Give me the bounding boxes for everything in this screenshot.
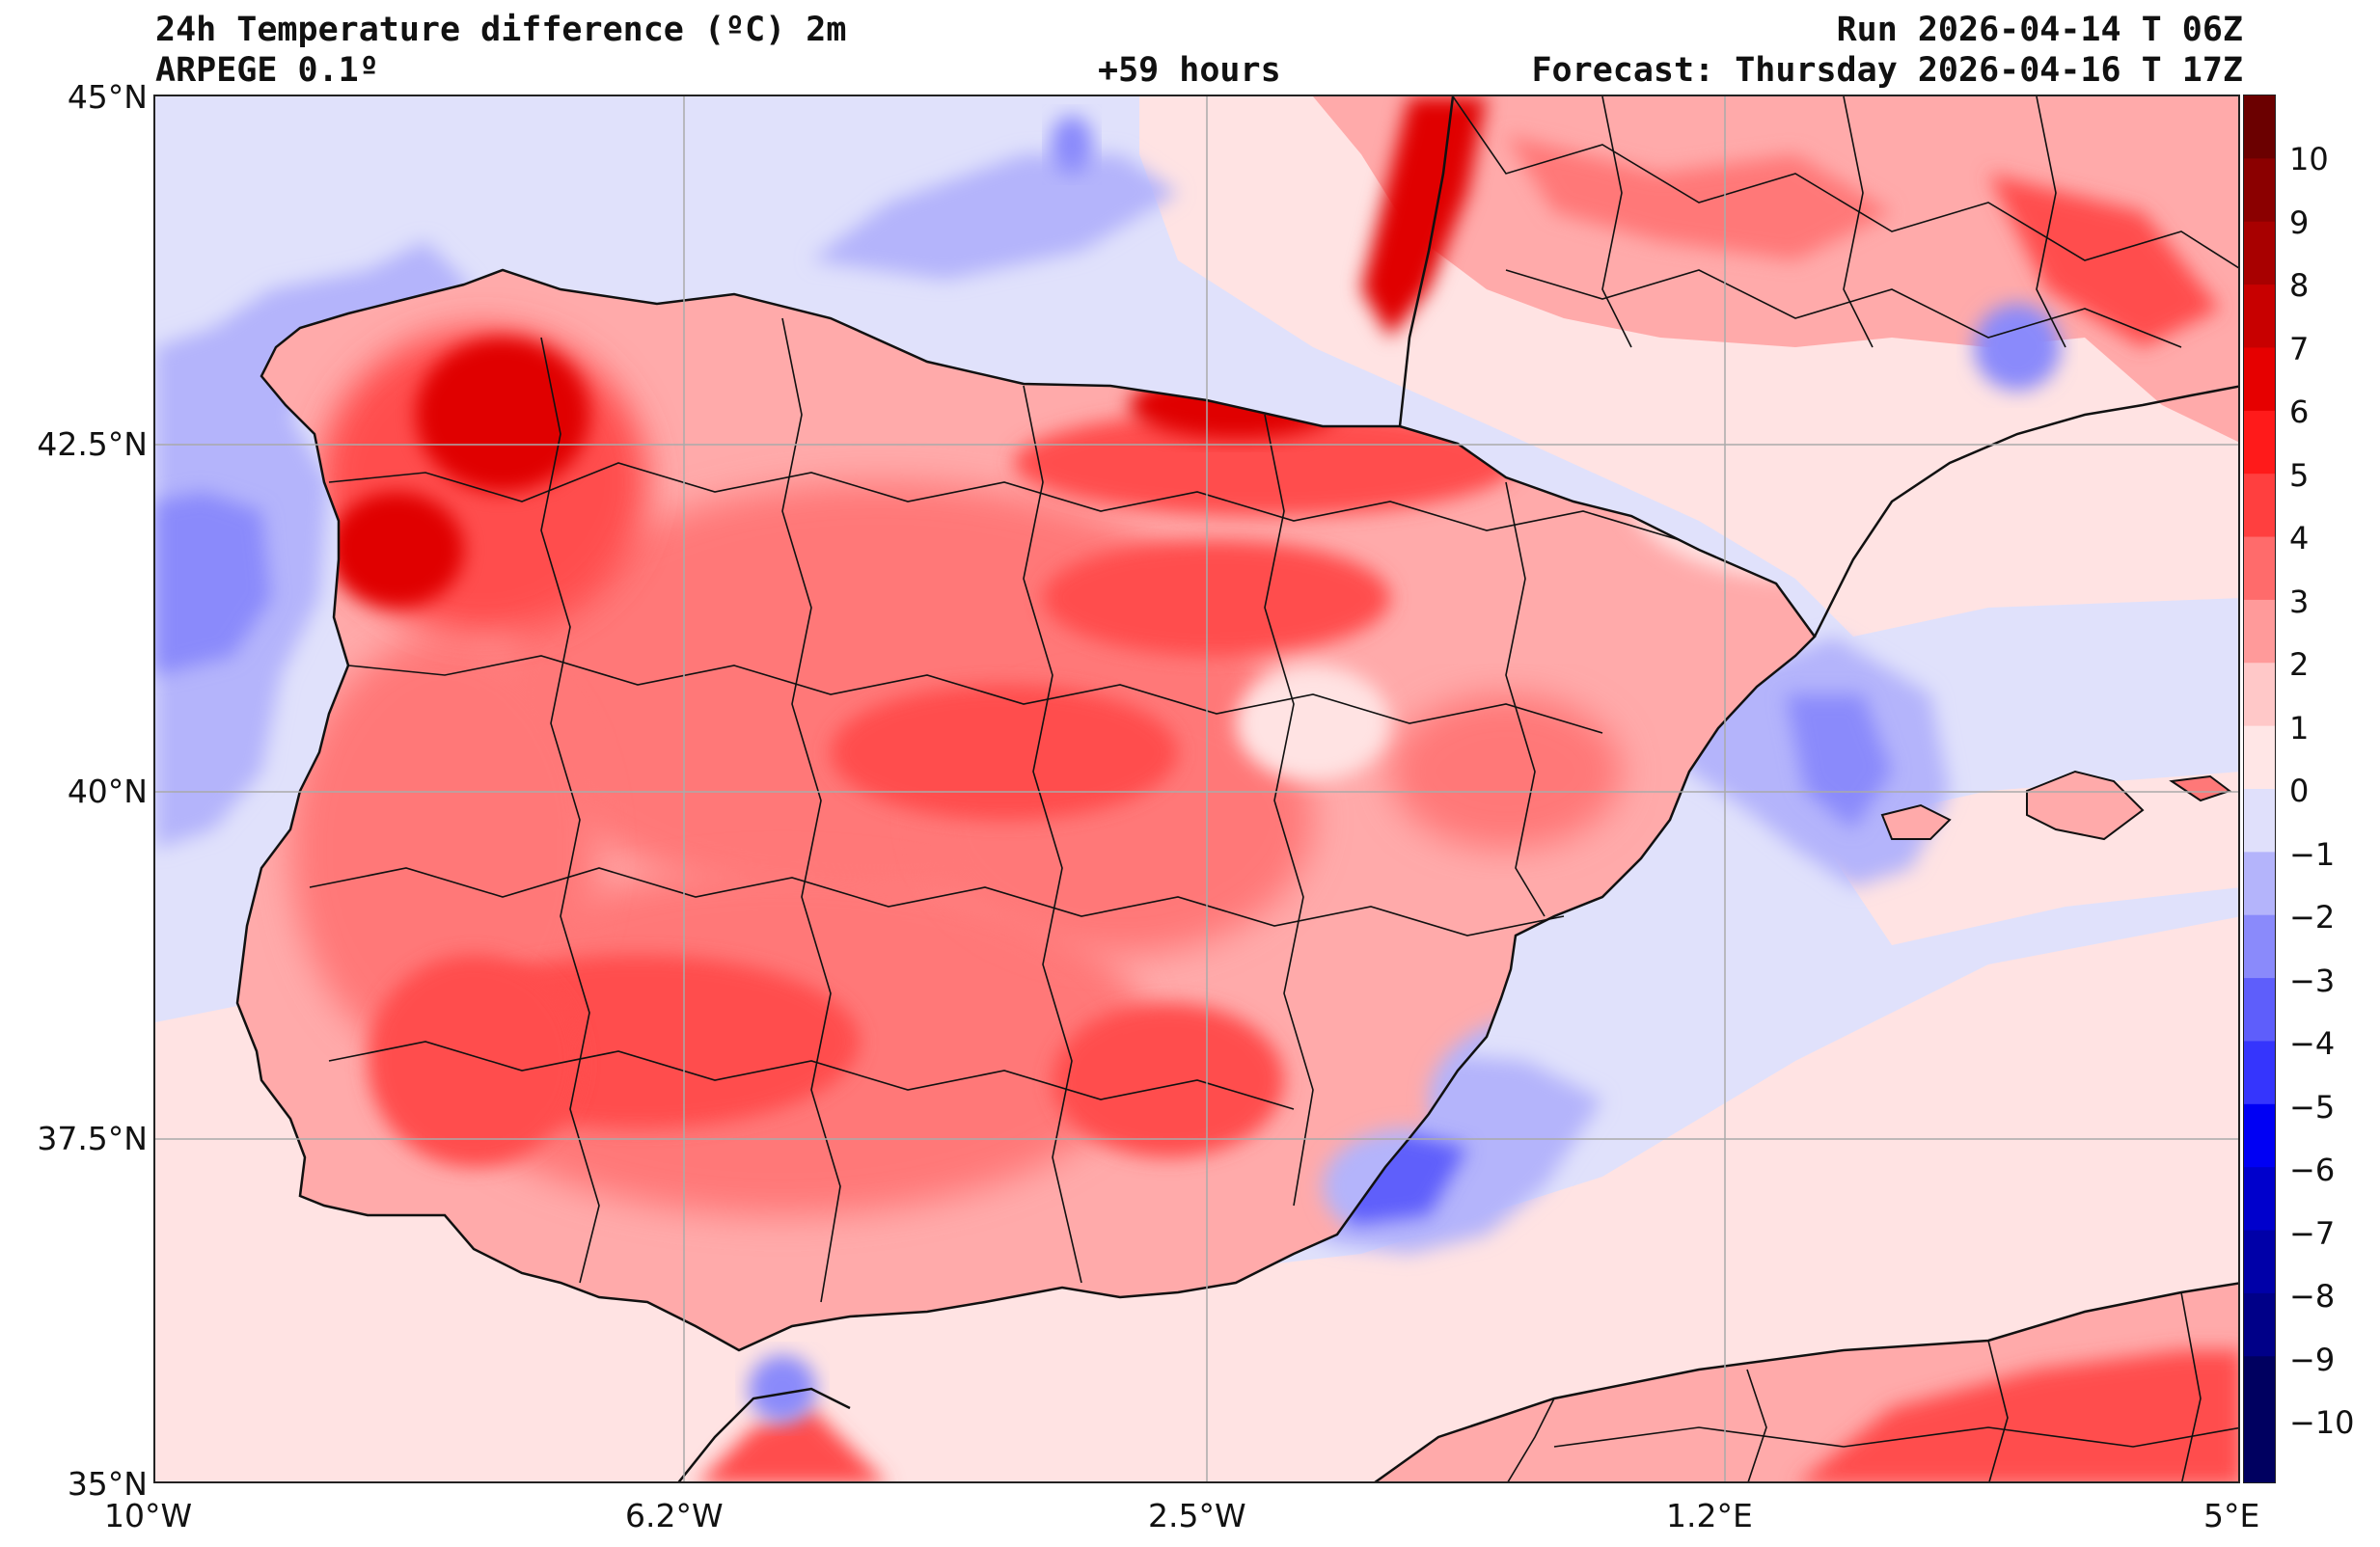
colorbar-label-9: 9 [2289,204,2310,241]
france-warm-patch-2 [1988,174,2220,347]
colorbar-label-minus-5: −5 [2289,1089,2336,1126]
colorbar-label-0: 0 [2289,773,2310,809]
map-area [153,95,2240,1483]
colorbar-swatch [2244,978,2275,1042]
mallorca-island [2026,770,2145,841]
colorbar-swatch [2244,95,2275,159]
gridlines [155,96,2238,1481]
colorbar-label-minus-6: −6 [2289,1152,2336,1188]
colorbar-label-minus-2: −2 [2289,899,2336,936]
colorbar-swatch [2244,1041,2275,1105]
france-land-warm [1217,96,2238,443]
colorbar-label-1: 1 [2289,710,2310,746]
gibraltar-cool-spot [749,1355,816,1423]
run-label: Run 2026-04-14 T 06Z [1836,11,2243,49]
temperature-difference-map [155,96,2238,1481]
colorbar-label-5: 5 [2289,457,2310,494]
north-africa-warm-patch [1800,1350,2238,1481]
france-coast-hot-strip [1361,96,1487,338]
colorbar-swatch [2244,914,2275,979]
lon-label-2-5w: 2.5°W [1148,1497,1246,1534]
colorbar-swatch [2244,599,2275,664]
lon-label-6-2w: 6.2°W [625,1497,724,1534]
colorbar-label-6: 6 [2289,394,2310,430]
lat-label-37-5n: 37.5°N [37,1120,148,1157]
menorca-island [2169,774,2232,802]
colorbar-label-minus-10: −10 [2289,1404,2355,1441]
ibiza-island [1880,803,1952,840]
lon-label-5e: 5°E [2203,1497,2260,1534]
sea-zone-atlantic-cool-2 [155,492,271,675]
colorbar-swatch [2244,1419,2275,1483]
colorbar-swatch [2244,725,2275,790]
lead-time-label: +59 hours [1098,51,1281,90]
france-warm-patch-1 [1506,135,1892,260]
colorbar-swatch [2244,285,2275,348]
province-borders [309,96,2238,1481]
colorbar-label-minus-7: −7 [2289,1215,2336,1252]
colorbar-swatch [2244,410,2275,475]
lon-label-1-2e: 1.2°E [1666,1497,1753,1534]
colorbar-swatch [2244,1103,2275,1168]
north-africa-coastline [1374,1282,2238,1481]
colorbar-swatch [2244,347,2275,412]
colorbar-label-minus-8: −8 [2289,1278,2336,1315]
colorbar-label-2: 2 [2289,646,2310,683]
colorbar-swatch [2244,1230,2275,1294]
lat-label-45n: 45°N [67,78,148,116]
colorbar-label-minus-3: −3 [2289,963,2336,999]
morocco-land-warm [699,1408,885,1481]
colorbar-label-minus-9: −9 [2289,1342,2336,1378]
colorbar-swatch [2244,663,2275,727]
sea-zone-biscay-cool [811,154,1178,280]
sea-zone-biscay-spot [1051,116,1093,174]
forecast-label: Forecast: Thursday 2026-04-16 T 17Z [1531,51,2243,90]
colorbar-swatch [2244,536,2275,601]
colorbar-swatch [2244,789,2275,853]
lat-label-35n: 35°N [67,1465,148,1503]
colorbar-swatch [2244,1167,2275,1232]
chart-title: 24h Temperature difference (ºC) 2m [155,11,847,49]
colorbar-label-8: 8 [2289,267,2310,304]
colorbar-label-10: 10 [2289,141,2329,177]
colorbar-swatch [2244,852,2275,916]
colorbar [2243,95,2276,1483]
sea-zone-atlantic-cool [155,241,474,849]
colorbar-swatch [2244,474,2275,538]
iberia-coastline [235,268,1817,1352]
colorbar-swatch [2244,1292,2275,1357]
colorbar-label-minus-4: −4 [2289,1025,2336,1062]
morocco-coastline [677,1387,851,1481]
colorbar-swatch [2244,1356,2275,1421]
sea-zone-south [155,916,2238,1481]
colorbar-label-minus-1: −1 [2289,836,2336,873]
lon-label-10w: 10°W [104,1497,193,1534]
model-label: ARPEGE 0.1º [155,51,379,90]
colorbar-label-7: 7 [2289,331,2310,367]
pyrenees-cool-spot [1974,304,2061,391]
lat-label-40n: 40°N [67,773,148,810]
france-mediterranean-coast [1813,385,2238,638]
lat-label-42-5n: 42.5°N [37,425,148,463]
colorbar-label-4: 4 [2289,520,2310,556]
france-atlantic-coast [1398,96,1455,427]
colorbar-swatches [2244,95,2275,1483]
sea-zone-balearic-cool-2 [1786,694,1892,829]
colorbar-swatch [2244,158,2275,223]
colorbar-swatch [2244,221,2275,285]
colorbar-label-3: 3 [2289,584,2310,620]
